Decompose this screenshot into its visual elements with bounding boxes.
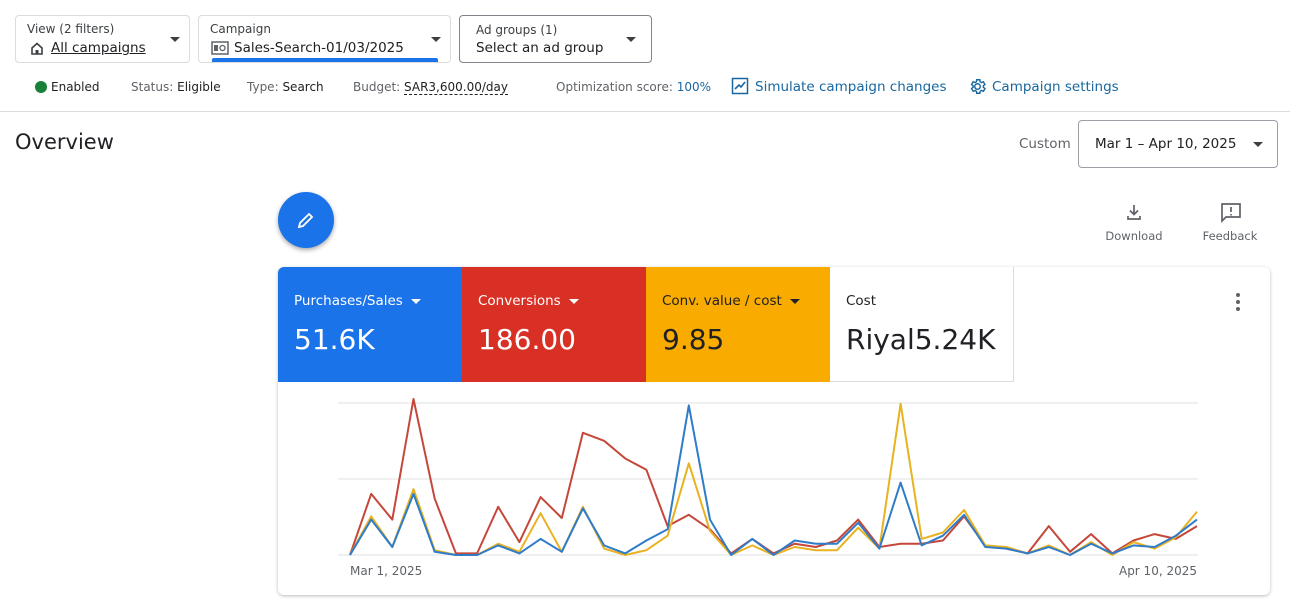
scorecard[interactable]: Conversions 186.00 <box>462 267 646 382</box>
campaign-icon <box>211 41 229 55</box>
edit-button[interactable] <box>278 192 334 248</box>
scorecard[interactable]: Cost Riyal5.24K <box>830 267 1014 382</box>
pencil-icon <box>297 212 314 229</box>
filter-label: Ad groups (1) <box>476 23 558 37</box>
filter-value: Select an ad group <box>476 40 604 56</box>
settings-icon <box>970 79 986 94</box>
divider <box>0 111 1290 112</box>
status-item: Status: Eligible <box>131 80 221 94</box>
date-range-picker[interactable]: Mar 1 – Apr 10, 2025 <box>1078 120 1278 168</box>
adgroup-filter[interactable]: Ad groups (1) Select an ad group <box>459 15 652 63</box>
scorecard-value: 9.85 <box>662 323 725 356</box>
line-chart: Mar 1, 2025 Apr 10, 2025 <box>338 398 1198 578</box>
feedback-icon <box>1221 203 1241 224</box>
x-tick-label: Mar 1, 2025 <box>350 564 422 578</box>
range-label: Custom <box>1019 136 1071 152</box>
dropdown-caret <box>410 298 421 304</box>
date-range: Mar 1 – Apr 10, 2025 <box>1095 136 1237 152</box>
dropdown-caret <box>789 298 800 304</box>
status-label: Status: <box>131 80 174 94</box>
scorecard[interactable]: Purchases/Sales 51.6K <box>278 267 462 382</box>
scorecard-value: Riyal5.24K <box>846 323 996 356</box>
view-filter[interactable]: View (2 filters) All campaigns <box>15 15 190 63</box>
scorecard-label-text: Cost <box>846 293 877 309</box>
download-button[interactable]: Download <box>1100 202 1168 246</box>
enabled-status: Enabled <box>51 80 100 94</box>
scorecard-label-text: Conv. value / cost <box>662 293 782 309</box>
filter-label: Campaign <box>210 22 271 36</box>
overview-title: Overview <box>15 130 114 154</box>
scorecard[interactable]: Conv. value / cost 9.85 <box>646 267 830 382</box>
active-indicator <box>212 58 438 62</box>
status-item: Budget: SAR3,600.00/day <box>353 80 508 95</box>
filter-value: Sales-Search-01/03/2025 <box>234 40 404 56</box>
status-dot <box>35 81 47 93</box>
dropdown-caret <box>568 298 579 304</box>
scorecard-value: 186.00 <box>478 323 576 356</box>
series-line <box>349 404 1198 556</box>
scorecard-label: Cost <box>846 293 997 309</box>
action-label: Download <box>1105 229 1163 243</box>
scorecard-label: Purchases/Sales <box>294 293 446 309</box>
action-label: Feedback <box>1202 229 1258 243</box>
filter-label: View (2 filters) <box>27 22 115 36</box>
chart-icon <box>731 77 749 95</box>
overview-card: Purchases/Sales 51.6K Conversions 186.00 Con… <box>278 267 1270 595</box>
status-item: Type: Search <box>247 80 324 94</box>
dropdown-caret <box>1253 142 1263 147</box>
status-label: Optimization score: <box>556 80 673 94</box>
dropdown-caret <box>431 37 441 42</box>
home-icon <box>31 42 43 55</box>
more-icon[interactable] <box>1234 292 1242 312</box>
status-value[interactable]: SAR3,600.00/day <box>404 80 508 95</box>
filter-value: All campaigns <box>51 40 146 56</box>
status-label: Budget: <box>353 80 401 94</box>
dropdown-caret <box>626 37 636 42</box>
scorecard-value: 51.6K <box>294 323 375 356</box>
status-value: Search <box>282 80 324 94</box>
status-label: Type: <box>247 80 279 94</box>
download-icon <box>1127 205 1141 220</box>
status-item: Optimization score: 100% <box>556 80 711 94</box>
feedback-button[interactable]: Feedback <box>1196 202 1264 246</box>
settings-link[interactable]: Campaign settings <box>992 79 1119 95</box>
status-value: 100% <box>676 80 712 94</box>
scorecard-label: Conv. value / cost <box>662 293 814 309</box>
scorecard-label-text: Conversions <box>478 293 561 309</box>
scorecard-label-text: Purchases/Sales <box>294 293 403 309</box>
dropdown-caret <box>170 37 180 42</box>
series-line <box>349 398 1198 556</box>
campaign-filter[interactable]: Campaign Sales-Search-01/03/2025 <box>198 15 451 63</box>
status-value: Eligible <box>177 80 221 94</box>
scorecard-label: Conversions <box>478 293 630 309</box>
simulate-link[interactable]: Simulate campaign changes <box>755 79 947 95</box>
x-tick-label: Apr 10, 2025 <box>1119 564 1197 578</box>
